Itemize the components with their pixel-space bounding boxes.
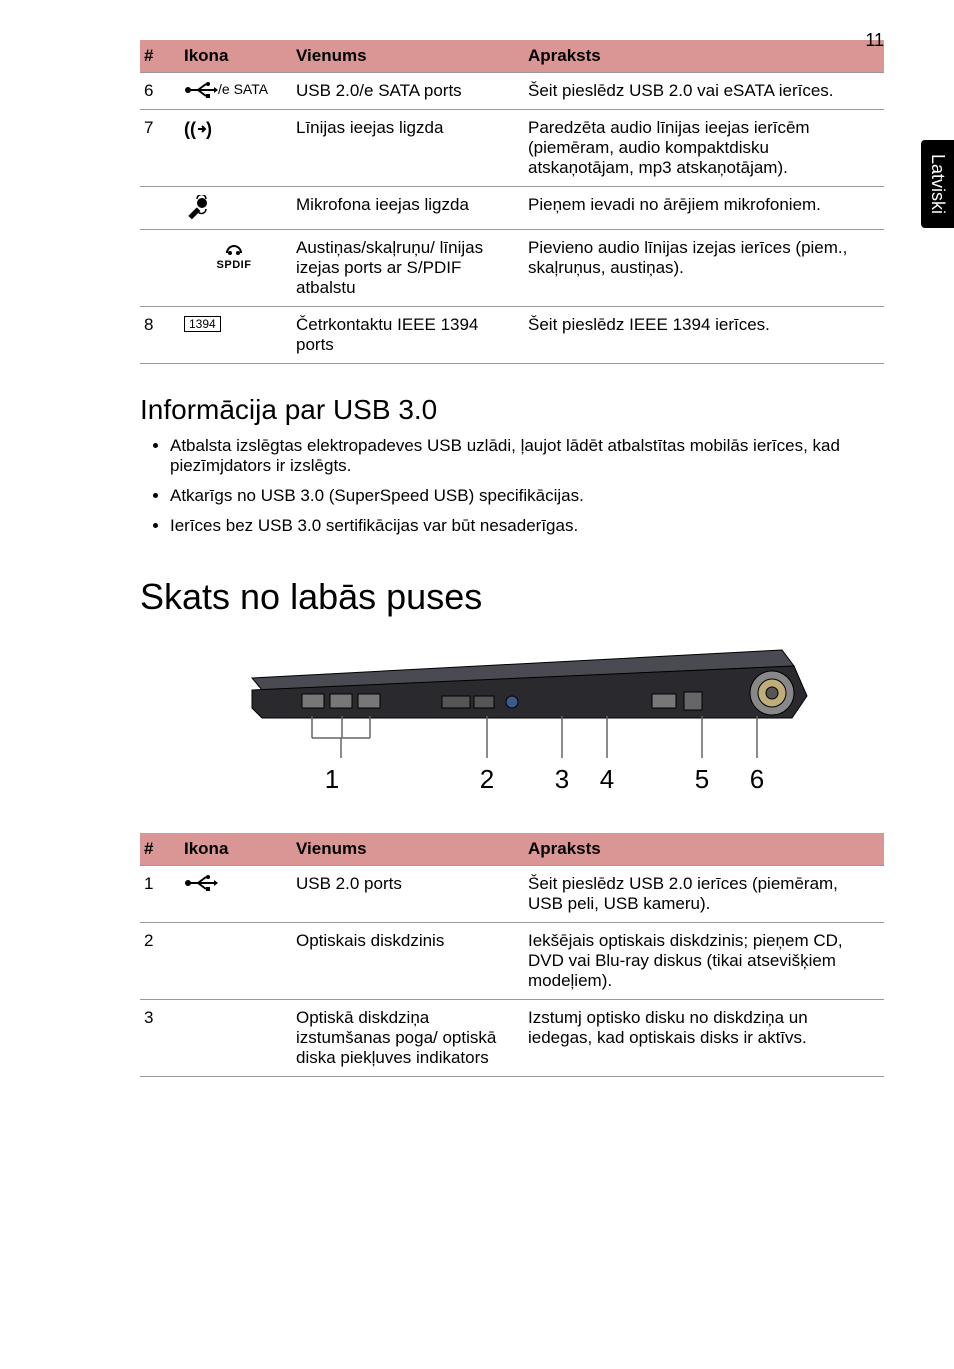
- row-desc: Iekšējais optiskais diskdzinis; pieņem C…: [524, 923, 884, 1000]
- table-row: 1 USB 2.0 ports Šeit pieslēdz USB 2.0 ie…: [140, 866, 884, 923]
- usb3-bullet-list: Atbalsta izslēgtas elektropadeves USB uz…: [140, 436, 884, 536]
- row-item: USB 2.0 ports: [292, 866, 524, 923]
- icon-label: 1394: [184, 316, 221, 332]
- col-num: #: [140, 833, 180, 866]
- row-item: Austiņas/skaļruņu/ līnijas izejas ports …: [292, 230, 524, 307]
- svg-text:4: 4: [600, 764, 614, 794]
- table-row: 7 (( ) Līnijas ieejas ligzda Paredzēta a…: [140, 110, 884, 187]
- col-item: Vienums: [292, 40, 524, 73]
- row-desc: Šeit pieslēdz USB 2.0 vai eSATA ierīces.: [524, 73, 884, 110]
- svg-text:6: 6: [750, 764, 764, 794]
- row-desc: Šeit pieslēdz IEEE 1394 ierīces.: [524, 307, 884, 364]
- line-in-icon: (( ): [180, 110, 292, 187]
- row-item: Četrkontaktu IEEE 1394 ports: [292, 307, 524, 364]
- row-num: 7: [140, 110, 180, 187]
- list-item: Ierīces bez USB 3.0 sertifikācijas var b…: [170, 516, 884, 536]
- svg-text:((: ((: [184, 119, 196, 139]
- row-num: 3: [140, 1000, 180, 1077]
- svg-text:2: 2: [480, 764, 494, 794]
- row-num: [140, 187, 180, 230]
- row-num: 8: [140, 307, 180, 364]
- usb3-heading: Informācija par USB 3.0: [140, 394, 884, 426]
- col-num: #: [140, 40, 180, 73]
- table-row: Mikrofona ieejas ligzda Pieņem ievadi no…: [140, 187, 884, 230]
- ieee1394-icon: 1394: [180, 307, 292, 364]
- svg-text:): ): [206, 119, 212, 139]
- col-desc: Apraksts: [524, 833, 884, 866]
- ports-table-right: # Ikona Vienums Apraksts 1 USB 2.0 ports…: [140, 833, 884, 1077]
- laptop-side-svg: 1 2 3 4 5 6: [212, 638, 812, 803]
- row-item: USB 2.0/e SATA ports: [292, 73, 524, 110]
- eject-indicator-icon: [180, 1000, 292, 1077]
- row-item: Mikrofona ieejas ligzda: [292, 187, 524, 230]
- row-num: 6: [140, 73, 180, 110]
- row-desc: Pievieno audio līnijas izejas ierīces (p…: [524, 230, 884, 307]
- svg-text:3: 3: [555, 764, 569, 794]
- table-row: SPDIF Austiņas/skaļruņu/ līnijas izejas …: [140, 230, 884, 307]
- usb-icon: [180, 866, 292, 923]
- usb-esata-icon: /e SATA: [180, 73, 292, 110]
- spdif-icon: SPDIF: [180, 230, 292, 307]
- table-row: 3 Optiskā diskdziņa izstumšanas poga/ op…: [140, 1000, 884, 1077]
- svg-text:1: 1: [325, 764, 339, 794]
- col-icon: Ikona: [180, 833, 292, 866]
- optical-drive-icon: [180, 923, 292, 1000]
- laptop-right-view-figure: 1 2 3 4 5 6: [212, 638, 812, 803]
- row-num: 1: [140, 866, 180, 923]
- row-num: 2: [140, 923, 180, 1000]
- mic-icon: [180, 187, 292, 230]
- row-desc: Izstumj optisko disku no diskdziņa un ie…: [524, 1000, 884, 1077]
- right-view-heading: Skats no labās puses: [140, 576, 884, 618]
- row-desc: Paredzēta audio līnijas ieejas ierīcēm (…: [524, 110, 884, 187]
- row-desc: Šeit pieslēdz USB 2.0 ierīces (piemēram,…: [524, 866, 884, 923]
- svg-text:5: 5: [695, 764, 709, 794]
- table-header-row: # Ikona Vienums Apraksts: [140, 833, 884, 866]
- row-num: [140, 230, 180, 307]
- row-item: Optiskais diskdzinis: [292, 923, 524, 1000]
- table-row: 2 Optiskais diskdzinis Iekšējais optiska…: [140, 923, 884, 1000]
- page-number: 11: [865, 30, 884, 51]
- table-row: 8 1394 Četrkontaktu IEEE 1394 ports Šeit…: [140, 307, 884, 364]
- list-item: Atkarīgs no USB 3.0 (SuperSpeed USB) spe…: [170, 486, 884, 506]
- row-desc: Pieņem ievadi no ārējiem mikrofoniem.: [524, 187, 884, 230]
- col-desc: Apraksts: [524, 40, 884, 73]
- col-icon: Ikona: [180, 40, 292, 73]
- language-tab: Latviski: [921, 140, 954, 228]
- row-item: Optiskā diskdziņa izstumšanas poga/ opti…: [292, 1000, 524, 1077]
- table-row: 6 /e SATA USB 2.0/e SATA ports Šeit pies…: [140, 73, 884, 110]
- icon-label: /e SATA: [218, 81, 268, 97]
- icon-label: SPDIF: [217, 259, 252, 271]
- col-item: Vienums: [292, 833, 524, 866]
- table-header-row: # Ikona Vienums Apraksts: [140, 40, 884, 73]
- ports-table-left: # Ikona Vienums Apraksts 6 /e SATA USB 2…: [140, 40, 884, 364]
- row-item: Līnijas ieejas ligzda: [292, 110, 524, 187]
- list-item: Atbalsta izslēgtas elektropadeves USB uz…: [170, 436, 884, 476]
